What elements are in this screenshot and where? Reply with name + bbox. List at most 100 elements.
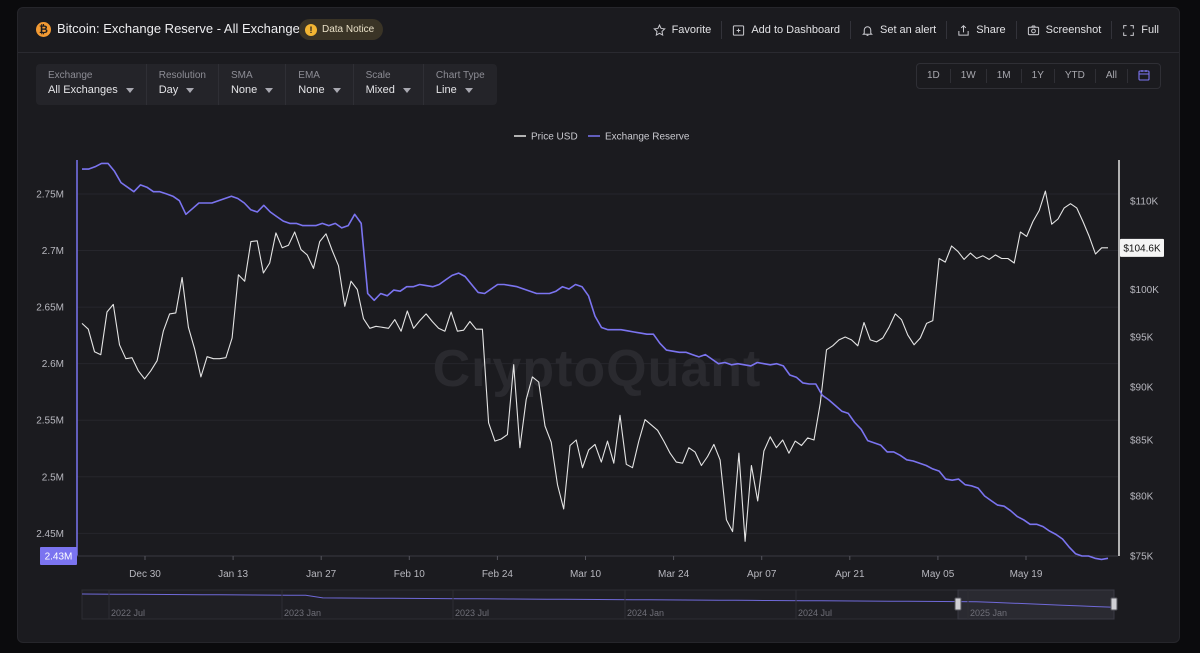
reserve-last-value-badge [40,547,77,565]
chart-controls: Exchange All Exchanges Resolution Day SM… [36,64,497,105]
add-to-dashboard-button[interactable]: Add to Dashboard [722,21,851,39]
right-tick-label: $85K [1130,436,1154,447]
screenshot-label: Screenshot [1045,24,1102,36]
right-tick-label: $100K [1130,285,1159,296]
star-icon [652,23,666,36]
exchange-value: All Exchanges [48,84,118,96]
resolution-select[interactable]: Resolution Day [147,64,219,105]
range-1y[interactable]: 1Y [1022,69,1055,83]
bell-icon [862,25,873,36]
x-tick-label: May 19 [1010,569,1043,580]
chevron-down-icon [402,87,411,93]
chart-type-value: Line [435,84,457,96]
favorite-button[interactable]: Favorite [643,21,723,39]
resolution-label: Resolution [158,70,206,81]
bitcoin-icon: ₿ [36,22,51,37]
legend-price-label[interactable]: Price USD [531,132,578,143]
navigator-label: 2023 Jul [455,608,489,618]
chart-axes: 2.45M 2.5M 2.55M 2.6M 2.65M 2.7M 2.75M $75K $80K… [36,160,1159,580]
range-selector: 1D 1W 1M 1Y YTD All [915,63,1161,89]
chevron-down-icon [265,87,274,93]
exchange-label: Exchange [48,70,93,81]
chevron-down-icon [464,87,473,93]
right-tick-label: $75K [1130,552,1154,563]
chart-title: Bitcoin: Exchange Reserve - All Exchange… [57,21,307,36]
fullscreen-icon [1123,24,1135,36]
range-navigator[interactable]: 2022 Jul 2023 Jan 2023 Jul 2024 Jan 2024 Jul… [81,589,1118,620]
screenshot-button[interactable]: Screenshot [1017,21,1113,39]
calendar-button[interactable] [1128,69,1160,83]
chevron-down-icon [186,87,195,93]
x-tick-label: Jan 13 [218,569,248,580]
x-tick-label: Feb 24 [482,569,514,580]
left-tick-label: 2.5M [42,472,64,483]
watermark-text: CryptoQuant [433,340,762,398]
fullscreen-button[interactable]: Full [1112,21,1169,39]
header-actions: Favorite Add to Dashboard Set an alert S… [643,19,1169,41]
navigator-label: 2024 Jan [627,608,664,618]
ema-select[interactable]: EMA None [286,64,354,105]
share-label: Share [976,24,1006,36]
x-tick-label: Apr 07 [747,569,777,580]
notice-icon: ! [305,23,317,36]
legend-reserve-label[interactable]: Exchange Reserve [605,132,690,143]
right-tick-label: $110K [1130,197,1159,208]
range-ytd[interactable]: YTD [1055,69,1096,83]
left-tick-label: 2.6M [42,359,64,370]
price-last-value-badge [1120,238,1164,257]
data-notice-badge[interactable]: ! Data Notice [299,19,384,40]
range-all[interactable]: All [1096,69,1128,83]
set-alert-button[interactable]: Set an alert [851,21,948,39]
reserve-last-value-text: 2.43M [45,552,73,563]
navigator-line [81,593,1115,608]
ema-label: EMA [298,70,320,81]
share-button[interactable]: Share [947,21,1017,39]
add-to-dashboard-label: Add to Dashboard [751,24,840,36]
grid-lines [77,193,1118,534]
exchange-select[interactable]: Exchange All Exchanges [36,64,147,105]
exchange-reserve-line [82,162,1109,561]
chart-panel: ₿ Bitcoin: Exchange Reserve - All Exchan… [17,7,1180,643]
navigator-label: 2023 Jan [284,608,321,618]
navigator-handle-right[interactable] [1110,597,1118,611]
right-tick-label: $90K [1130,383,1154,394]
set-alert-label: Set an alert [879,24,937,36]
chart-type-label: Chart Type [435,70,485,81]
x-tick-label: Apr 21 [835,569,865,580]
range-1d[interactable]: 1D [917,69,951,83]
chart-legend: Price USD Exchange Reserve [514,132,690,143]
navigator-label: 2024 Jul [798,608,832,618]
sma-select[interactable]: SMA None [219,64,287,105]
navigator-label: 2022 Jul [111,608,145,618]
left-tick-label: 2.75M [36,189,64,200]
x-tick-label: Dec 30 [129,569,161,580]
right-tick-label: $80K [1130,492,1154,503]
dashboard-add-icon [733,24,745,36]
ema-value: None [298,84,325,96]
x-tick-label: Jan 27 [306,569,336,580]
chevron-down-icon [125,87,134,93]
fullscreen-label: Full [1141,24,1159,36]
share-icon [958,24,969,36]
scale-value: Mixed [365,84,395,96]
sma-value: None [230,84,258,96]
chart-series [81,162,1109,561]
data-notice-label: Data Notice [322,24,375,35]
x-tick-label: Feb 10 [394,569,426,580]
chart-type-select[interactable]: Chart Type Line [424,64,497,105]
camera-icon [1027,25,1039,35]
calendar-icon [1138,70,1150,81]
scale-label: Scale [365,70,391,81]
range-1w[interactable]: 1W [951,69,987,83]
x-tick-label: Mar 24 [658,569,690,580]
x-tick-label: May 05 [922,569,955,580]
navigator-handle-left[interactable] [954,597,962,611]
left-tick-label: 2.65M [36,303,64,314]
left-tick-label: 2.55M [36,416,64,427]
resolution-value: Day [158,84,179,96]
scale-select[interactable]: Scale Mixed [354,64,424,105]
range-1m[interactable]: 1M [987,69,1022,83]
favorite-label: Favorite [671,24,712,36]
chart-header: ₿ Bitcoin: Exchange Reserve - All Exchan… [18,8,1179,53]
